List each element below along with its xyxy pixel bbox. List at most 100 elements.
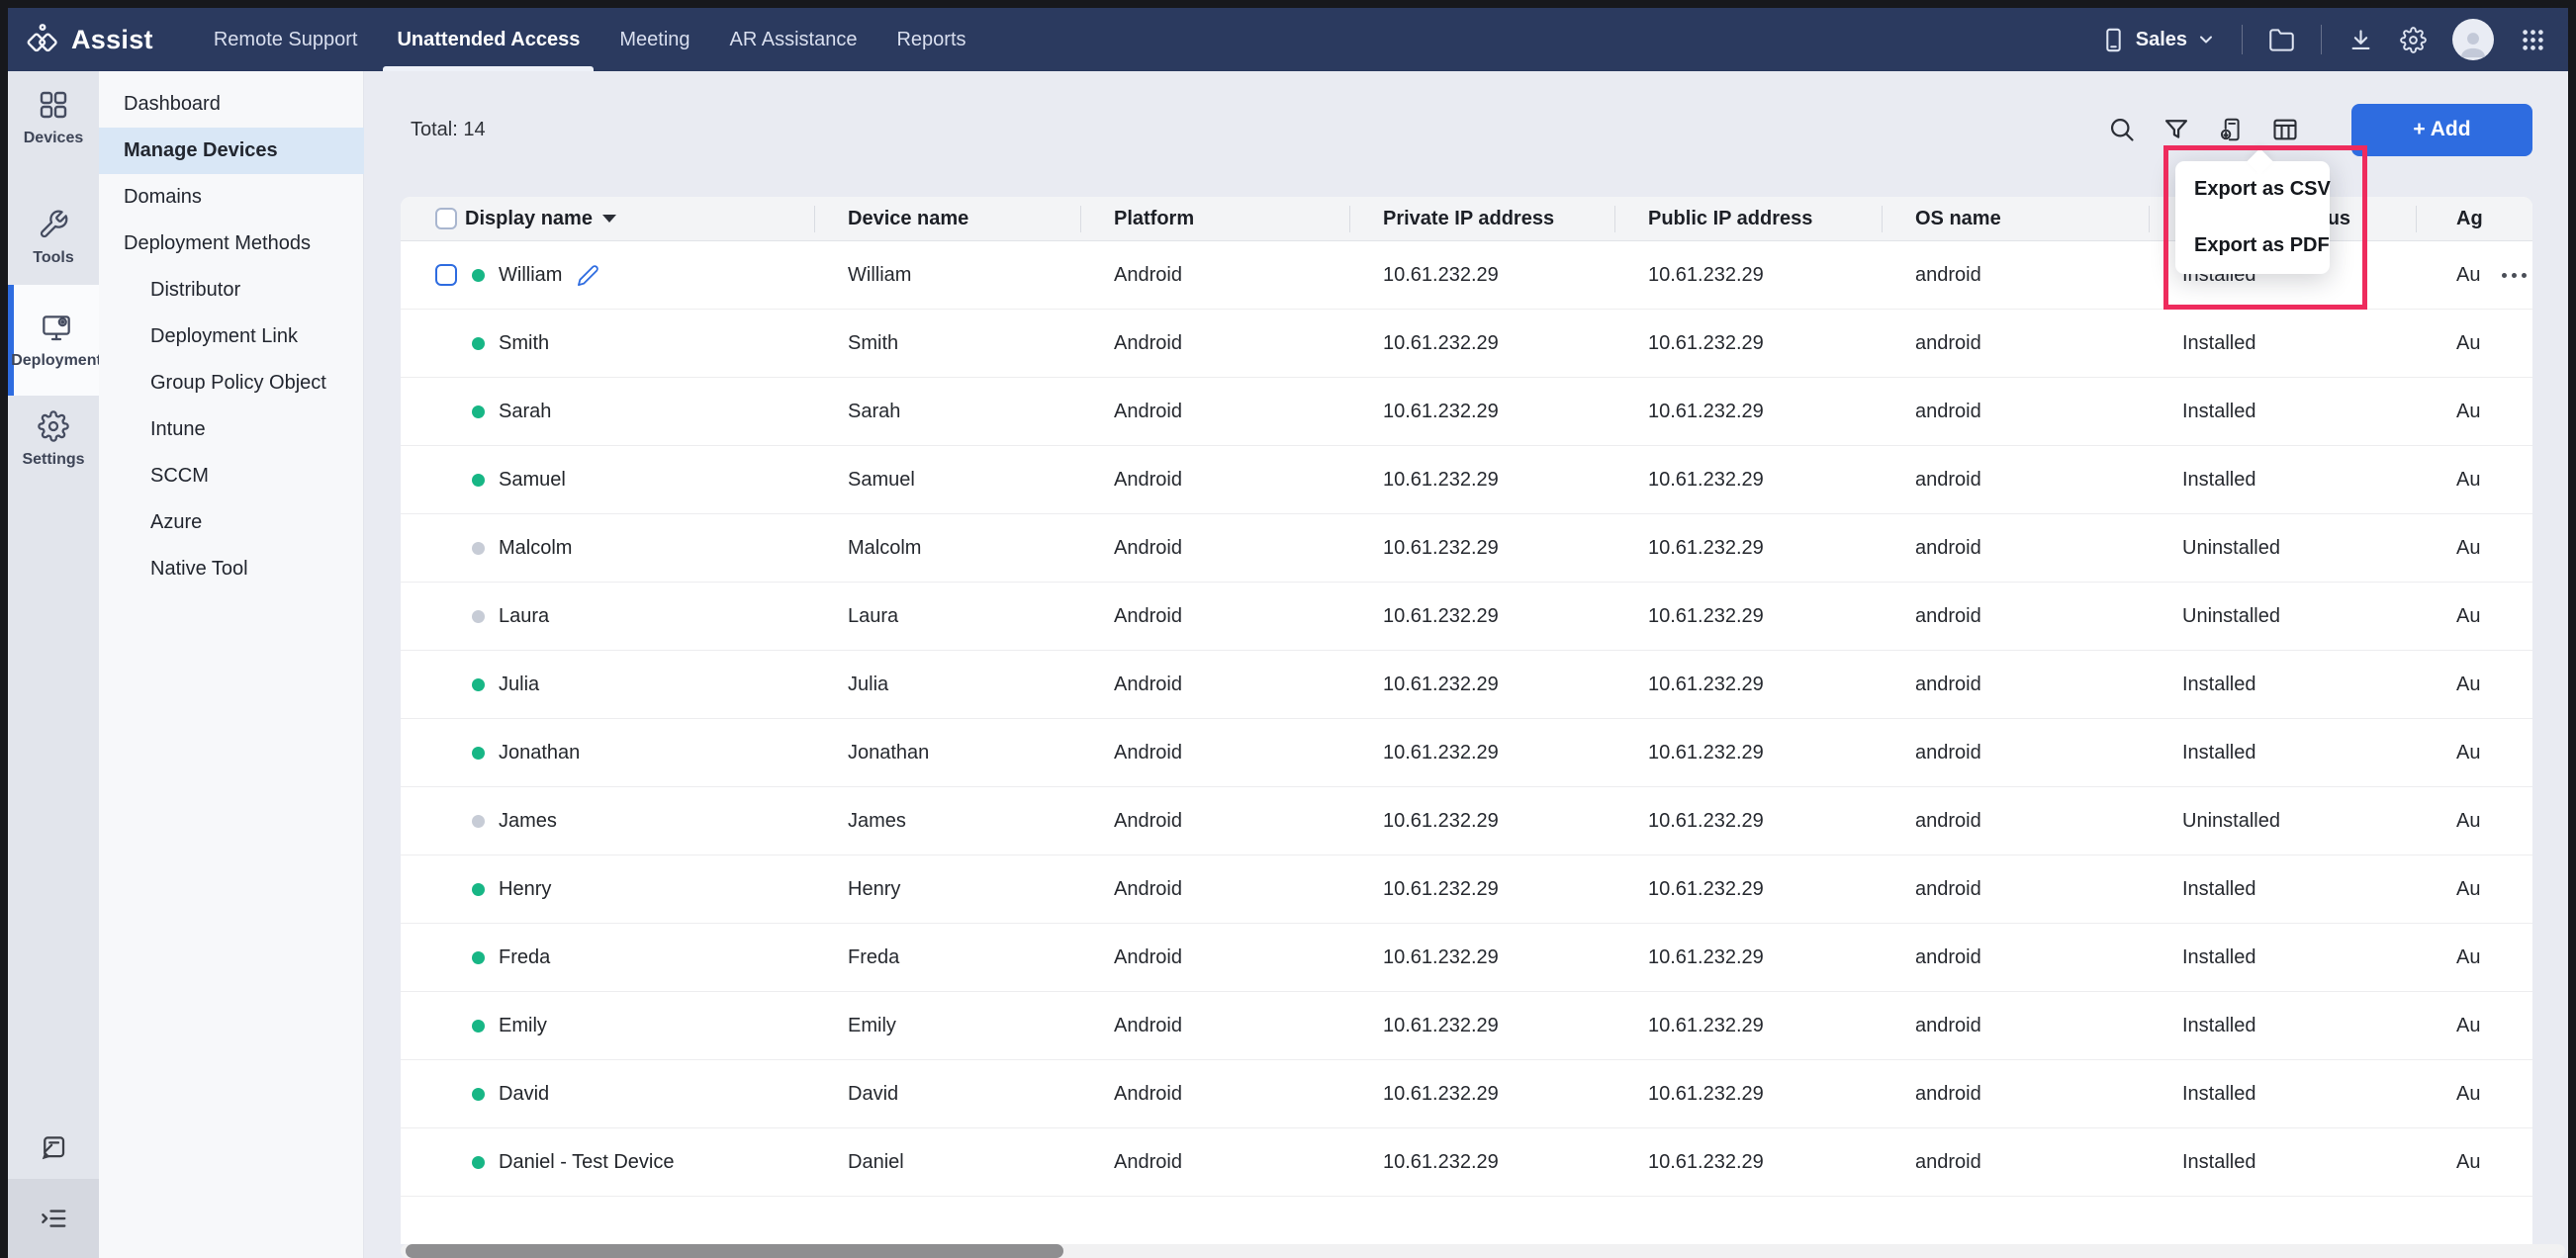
filter-icon[interactable] xyxy=(2162,116,2190,143)
rail-note-button[interactable] xyxy=(8,1133,99,1163)
edit-pencil-icon[interactable] xyxy=(577,264,599,287)
column-device-name[interactable]: Device name xyxy=(815,197,1081,240)
more-actions-icon[interactable] xyxy=(2502,272,2528,278)
rail-item-settings[interactable]: Settings xyxy=(8,410,99,469)
cell-installation-status: Installed xyxy=(2182,945,2256,968)
column-private-ip[interactable]: Private IP address xyxy=(1350,197,1615,240)
agent-text: Au xyxy=(2456,400,2481,422)
tab-meeting[interactable]: Meeting xyxy=(619,28,690,50)
rail-item-devices[interactable]: Devices xyxy=(8,89,99,147)
cell-public-ip: 10.61.232.29 xyxy=(1648,400,1764,422)
horizontal-scrollbar[interactable] xyxy=(401,1244,2565,1258)
download-icon[interactable] xyxy=(2347,27,2374,53)
folder-icon[interactable] xyxy=(2268,27,2295,53)
rail-item-deployment[interactable]: Deployment xyxy=(8,285,102,396)
table-row[interactable]: Julia Julia Android 10.61.232.29 10.61.2… xyxy=(401,651,2532,719)
cell-device-name: William xyxy=(848,263,912,286)
menu-item-azure[interactable]: Azure xyxy=(150,511,203,533)
display-name-text: Julia xyxy=(499,673,540,695)
menu-item-distributor[interactable]: Distributor xyxy=(150,279,241,301)
cell-os-name: android xyxy=(1915,536,1981,559)
tab-ar-assistance[interactable]: AR Assistance xyxy=(729,28,858,50)
column-agent[interactable]: Ag xyxy=(2456,207,2483,229)
agent-text: Au xyxy=(2456,1014,2481,1036)
menu-item-domains[interactable]: Domains xyxy=(124,186,202,208)
columns-icon[interactable] xyxy=(2271,116,2299,143)
cell-public-ip: 10.61.232.29 xyxy=(1648,1014,1764,1036)
cell-display-name: Freda xyxy=(401,946,815,969)
row-checkbox[interactable] xyxy=(435,264,457,286)
status-dot-icon xyxy=(472,814,485,828)
cell-private-ip: 10.61.232.29 xyxy=(1383,1150,1499,1173)
agent-text: Au xyxy=(2456,741,2481,764)
display-name-text: Samuel xyxy=(499,468,566,491)
menu-item-deployment-link[interactable]: Deployment Link xyxy=(150,325,298,347)
tab-remote-support[interactable]: Remote Support xyxy=(213,28,358,50)
export-icon[interactable] xyxy=(2217,116,2245,143)
status-dot-icon xyxy=(472,1155,485,1169)
table-row[interactable]: Samuel Samuel Android 10.61.232.29 10.61… xyxy=(401,446,2532,514)
apps-grid-icon[interactable] xyxy=(2520,27,2546,53)
cell-os-name: android xyxy=(1915,741,1981,764)
cell-public-ip: 10.61.232.29 xyxy=(1648,468,1764,491)
cell-private-ip: 10.61.232.29 xyxy=(1383,468,1499,491)
cell-display-name: Julia xyxy=(401,674,815,696)
table-row[interactable]: David David Android 10.61.232.29 10.61.2… xyxy=(401,1060,2532,1128)
table-row[interactable]: Freda Freda Android 10.61.232.29 10.61.2… xyxy=(401,924,2532,992)
rail-item-tools[interactable]: Tools xyxy=(8,209,99,267)
table-row[interactable]: Smith Smith Android 10.61.232.29 10.61.2… xyxy=(401,310,2532,378)
topbar-right: Sales xyxy=(2100,19,2546,60)
column-public-ip[interactable]: Public IP address xyxy=(1615,197,1883,240)
app-window: Assist Remote Support Unattended Access … xyxy=(8,8,2568,1258)
status-dot-icon xyxy=(472,473,485,487)
agent-text: Au xyxy=(2456,1082,2481,1105)
column-os-name[interactable]: OS name xyxy=(1883,197,2150,240)
cell-platform: Android xyxy=(1114,400,1182,422)
status-dot-icon xyxy=(472,950,485,964)
add-device-button[interactable]: + Add xyxy=(2351,103,2532,156)
gear-icon[interactable] xyxy=(2400,26,2427,53)
table-row[interactable]: James James Android 10.61.232.29 10.61.2… xyxy=(401,787,2532,855)
avatar[interactable] xyxy=(2452,19,2494,60)
menu-item-native-tool[interactable]: Native Tool xyxy=(150,558,248,580)
menu-item-manage-devices[interactable]: Manage Devices xyxy=(99,128,364,174)
scrollbar-thumb[interactable] xyxy=(406,1244,1063,1258)
cell-private-ip: 10.61.232.29 xyxy=(1383,945,1499,968)
deployment-icon xyxy=(43,314,70,340)
menu-item-group-policy-object[interactable]: Group Policy Object xyxy=(150,372,326,394)
column-platform[interactable]: Platform xyxy=(1081,197,1350,240)
select-all-checkbox[interactable] xyxy=(435,208,457,229)
cell-os-name: android xyxy=(1915,468,1981,491)
table-row[interactable]: Emily Emily Android 10.61.232.29 10.61.2… xyxy=(401,992,2532,1060)
table-row[interactable]: Jonathan Jonathan Android 10.61.232.29 1… xyxy=(401,719,2532,787)
menu-item-dashboard[interactable]: Dashboard xyxy=(124,93,221,115)
cell-private-ip: 10.61.232.29 xyxy=(1383,536,1499,559)
cell-display-name: Henry xyxy=(401,878,815,901)
table-row[interactable]: Laura Laura Android 10.61.232.29 10.61.2… xyxy=(401,583,2532,651)
table-row[interactable]: Henry Henry Android 10.61.232.29 10.61.2… xyxy=(401,855,2532,924)
menu-item-deployment-methods[interactable]: Deployment Methods xyxy=(124,232,311,254)
tab-reports[interactable]: Reports xyxy=(896,28,966,50)
status-dot-icon xyxy=(472,268,485,282)
logo[interactable]: Assist xyxy=(26,23,153,56)
export-pdf-option[interactable]: Export as PDF xyxy=(2194,234,2330,256)
agent-text: Au xyxy=(2456,468,2481,491)
table-row[interactable]: Sarah Sarah Android 10.61.232.29 10.61.2… xyxy=(401,378,2532,446)
cell-agent: Au xyxy=(2417,674,2532,696)
cell-platform: Android xyxy=(1114,673,1182,695)
search-icon[interactable] xyxy=(2108,116,2136,143)
menu-item-intune[interactable]: Intune xyxy=(150,418,206,440)
table-row[interactable]: Malcolm Malcolm Android 10.61.232.29 10.… xyxy=(401,514,2532,583)
column-display-name[interactable]: Display name xyxy=(401,197,815,240)
tab-unattended-access[interactable]: Unattended Access xyxy=(377,8,599,71)
cell-platform: Android xyxy=(1114,945,1182,968)
portal-selector[interactable]: Sales xyxy=(2100,27,2216,53)
cell-device-name: Smith xyxy=(848,331,899,354)
export-csv-option[interactable]: Export as CSV xyxy=(2194,178,2331,200)
settings-gear-icon xyxy=(38,410,69,442)
menu-item-sccm[interactable]: SCCM xyxy=(150,465,209,487)
collapse-sidebar-icon[interactable] xyxy=(39,1204,68,1233)
cell-installation-status: Installed xyxy=(2182,1082,2256,1105)
table-row[interactable]: Daniel - Test Device Daniel Android 10.6… xyxy=(401,1128,2532,1197)
